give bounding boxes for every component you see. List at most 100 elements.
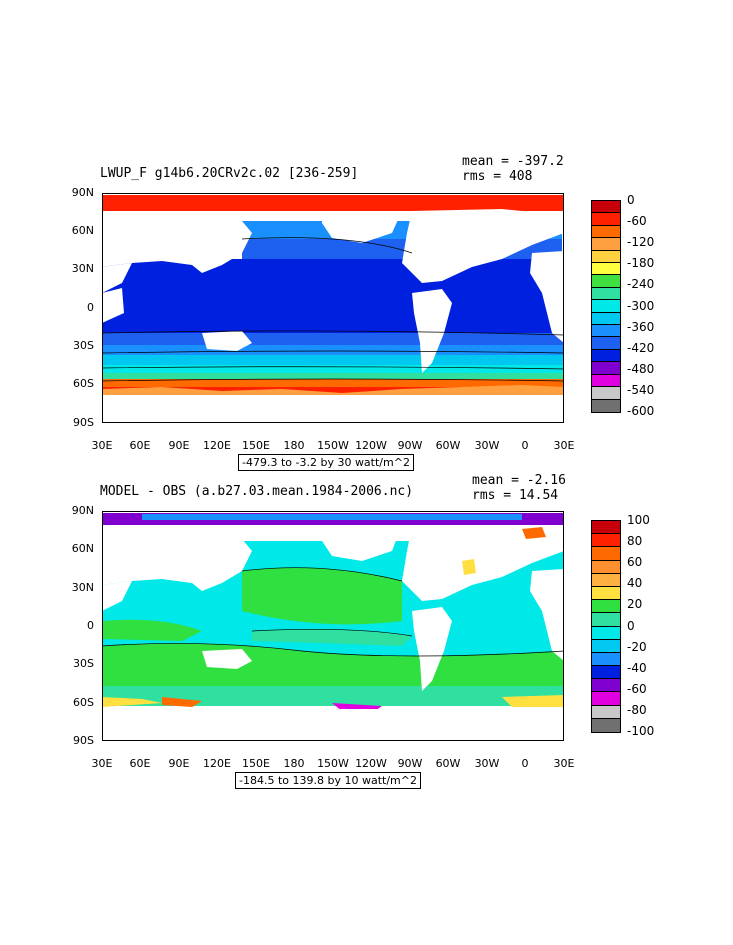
lat-label: 0 bbox=[87, 619, 94, 632]
panel2-mean: mean = -2.16 bbox=[472, 473, 566, 488]
lon-label: 30W bbox=[474, 439, 500, 452]
colorbar-label: 100 bbox=[627, 513, 650, 527]
lon-label: 30E bbox=[553, 757, 575, 770]
lat-label: 60N bbox=[71, 224, 94, 237]
panel2-colorbar bbox=[591, 520, 621, 733]
colorbar-label: -600 bbox=[627, 404, 655, 418]
colorbar-swatch bbox=[592, 547, 620, 561]
lat-label: 60N bbox=[71, 542, 94, 555]
lon-label: 120W bbox=[355, 439, 387, 452]
colorbar-swatch bbox=[592, 325, 620, 338]
colorbar-label: 0 bbox=[627, 193, 635, 207]
colorbar-swatch bbox=[592, 652, 620, 667]
lon-label: 60E bbox=[129, 757, 151, 770]
lon-label: 90E bbox=[168, 439, 190, 452]
panel2-title: MODEL - OBS (a.b27.03.mean.1984-2006.nc) bbox=[100, 484, 414, 499]
colorbar-label: 20 bbox=[627, 597, 643, 612]
colorbar-label: -60 bbox=[627, 214, 647, 229]
panel1-rms: rms = 408 bbox=[462, 169, 533, 184]
panel1-mean: mean = -397.2 bbox=[462, 154, 564, 169]
colorbar-swatch bbox=[592, 287, 620, 301]
colorbar-label: 60 bbox=[627, 555, 643, 570]
lat-label: 90S bbox=[73, 734, 94, 747]
lon-label: 120W bbox=[355, 757, 387, 770]
colorbar-swatch bbox=[592, 349, 620, 363]
lon-label: 30E bbox=[91, 439, 113, 452]
colorbar-label: -80 bbox=[627, 702, 647, 717]
colorbar-label: -540 bbox=[627, 382, 655, 397]
colorbar-label: -120 bbox=[627, 235, 655, 250]
lon-label: 30E bbox=[91, 757, 113, 770]
colorbar-label: -420 bbox=[627, 340, 655, 355]
colorbar-swatch bbox=[592, 300, 620, 313]
panel2-map bbox=[102, 511, 564, 741]
colorbar-swatch bbox=[592, 399, 620, 412]
colorbar-label: -180 bbox=[627, 256, 655, 271]
panel2-rms: rms = 14.54 bbox=[472, 488, 559, 503]
lon-label: 120E bbox=[203, 757, 231, 770]
colorbar-swatch bbox=[592, 573, 620, 587]
colorbar-label: -60 bbox=[627, 681, 647, 696]
colorbar-swatch bbox=[592, 679, 620, 693]
lat-label: 30S bbox=[73, 657, 94, 670]
lon-label: 60E bbox=[129, 439, 151, 452]
colorbar-label: 80 bbox=[627, 534, 643, 549]
colorbar-swatch bbox=[592, 666, 620, 680]
colorbar-swatch bbox=[592, 201, 620, 214]
lon-label: 0 bbox=[521, 757, 529, 770]
lat-label: 30N bbox=[71, 262, 94, 275]
colorbar-swatch bbox=[592, 639, 620, 653]
colorbar-label: -360 bbox=[627, 319, 655, 334]
lat-label: 90N bbox=[71, 186, 94, 199]
colorbar-swatch bbox=[592, 312, 620, 326]
lon-label: 30E bbox=[553, 439, 575, 452]
colorbar-swatch bbox=[592, 705, 620, 719]
lon-label: 60W bbox=[435, 757, 461, 770]
panel1-map bbox=[102, 193, 564, 423]
lon-label: 150E bbox=[242, 757, 270, 770]
colorbar-swatch bbox=[592, 275, 620, 288]
colorbar-swatch bbox=[592, 387, 620, 400]
colorbar-swatch bbox=[592, 374, 620, 388]
lon-label: 90E bbox=[168, 757, 190, 770]
panel1-colorbar bbox=[591, 200, 621, 413]
colorbar-label: 0 bbox=[627, 618, 635, 633]
lon-label: 120E bbox=[203, 439, 231, 452]
panel2-range-label: -184.5 to 139.8 by 10 watt/m^2 bbox=[235, 772, 421, 789]
colorbar-label: -20 bbox=[627, 639, 647, 654]
lon-label: 0 bbox=[521, 439, 529, 452]
lat-label: 90N bbox=[71, 504, 94, 517]
lat-label: 30S bbox=[73, 339, 94, 352]
panel1-title: LWUP_F g14b6.20CRv2c.02 [236-259] bbox=[100, 166, 359, 181]
lon-label: 60W bbox=[435, 439, 461, 452]
colorbar-swatch bbox=[592, 225, 620, 239]
lon-label: 90W bbox=[397, 757, 423, 770]
colorbar-swatch bbox=[592, 521, 620, 535]
lat-label: 0 bbox=[87, 301, 94, 314]
panel1-range-label: -479.3 to -3.2 by 30 watt/m^2 bbox=[238, 454, 414, 471]
colorbar-swatch bbox=[592, 613, 620, 627]
colorbar-swatch bbox=[592, 626, 620, 640]
lon-label: 180 bbox=[283, 439, 305, 452]
lat-label: 60S bbox=[73, 696, 94, 709]
colorbar-label: -480 bbox=[627, 361, 655, 376]
lon-label: 150E bbox=[242, 439, 270, 452]
colorbar-swatch bbox=[592, 337, 620, 350]
colorbar-swatch bbox=[592, 534, 620, 548]
colorbar-label: -300 bbox=[627, 298, 655, 313]
colorbar-swatch bbox=[592, 213, 620, 226]
colorbar-swatch bbox=[592, 263, 620, 276]
colorbar-swatch bbox=[592, 250, 620, 264]
lon-label: 90W bbox=[397, 439, 423, 452]
colorbar-swatch bbox=[592, 692, 620, 706]
colorbar-swatch bbox=[592, 560, 620, 574]
colorbar-swatch bbox=[592, 718, 620, 732]
colorbar-label: -240 bbox=[627, 277, 655, 292]
lon-label: 180 bbox=[283, 757, 305, 770]
lat-label: 60S bbox=[73, 377, 94, 390]
colorbar-label: -40 bbox=[627, 660, 647, 675]
colorbar-swatch bbox=[592, 362, 620, 375]
lon-label: 150W bbox=[317, 439, 349, 452]
lat-label: 90S bbox=[73, 416, 94, 429]
lat-label: 30N bbox=[71, 581, 94, 594]
